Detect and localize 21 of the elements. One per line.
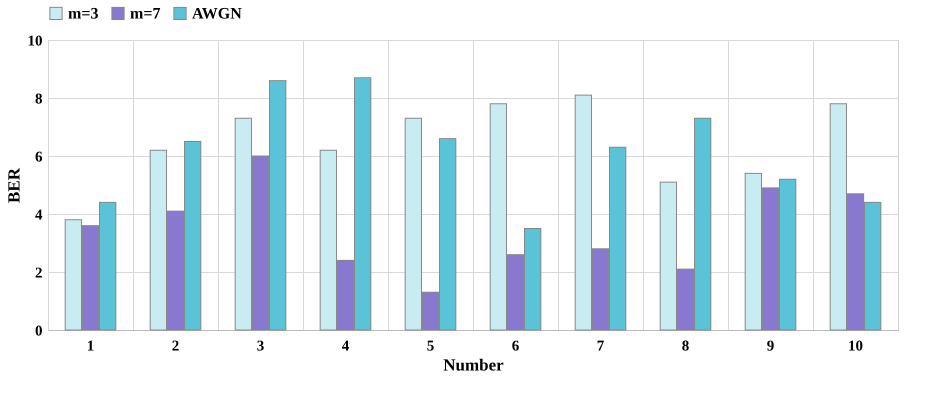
y-tick-label: 6 xyxy=(35,150,43,166)
legend-label: AWGN xyxy=(192,5,242,22)
y-tick-label: 10 xyxy=(28,34,42,50)
y-tick-label: 8 xyxy=(35,92,42,108)
y-axis-title: BER xyxy=(4,167,24,203)
x-tick-label: 3 xyxy=(256,338,264,354)
x-tick-label: 6 xyxy=(512,338,520,354)
x-tick-label: 10 xyxy=(848,338,863,354)
x-tick-label: 9 xyxy=(766,338,774,354)
y-tick-label: 4 xyxy=(35,208,43,224)
x-tick-label: 7 xyxy=(596,338,605,354)
x-tick-label: 2 xyxy=(172,338,180,354)
x-tick-label: 4 xyxy=(342,338,350,354)
y-tick-label: 2 xyxy=(35,266,42,282)
y-tick-label: 0 xyxy=(35,324,42,340)
x-tick-label: 1 xyxy=(86,338,94,354)
x-axis-title: Number xyxy=(443,356,504,374)
x-tick-label: 8 xyxy=(682,338,690,354)
legend-label: m=7 xyxy=(130,5,160,22)
x-tick-label: 5 xyxy=(426,338,434,354)
legend-label: m=3 xyxy=(68,5,98,22)
